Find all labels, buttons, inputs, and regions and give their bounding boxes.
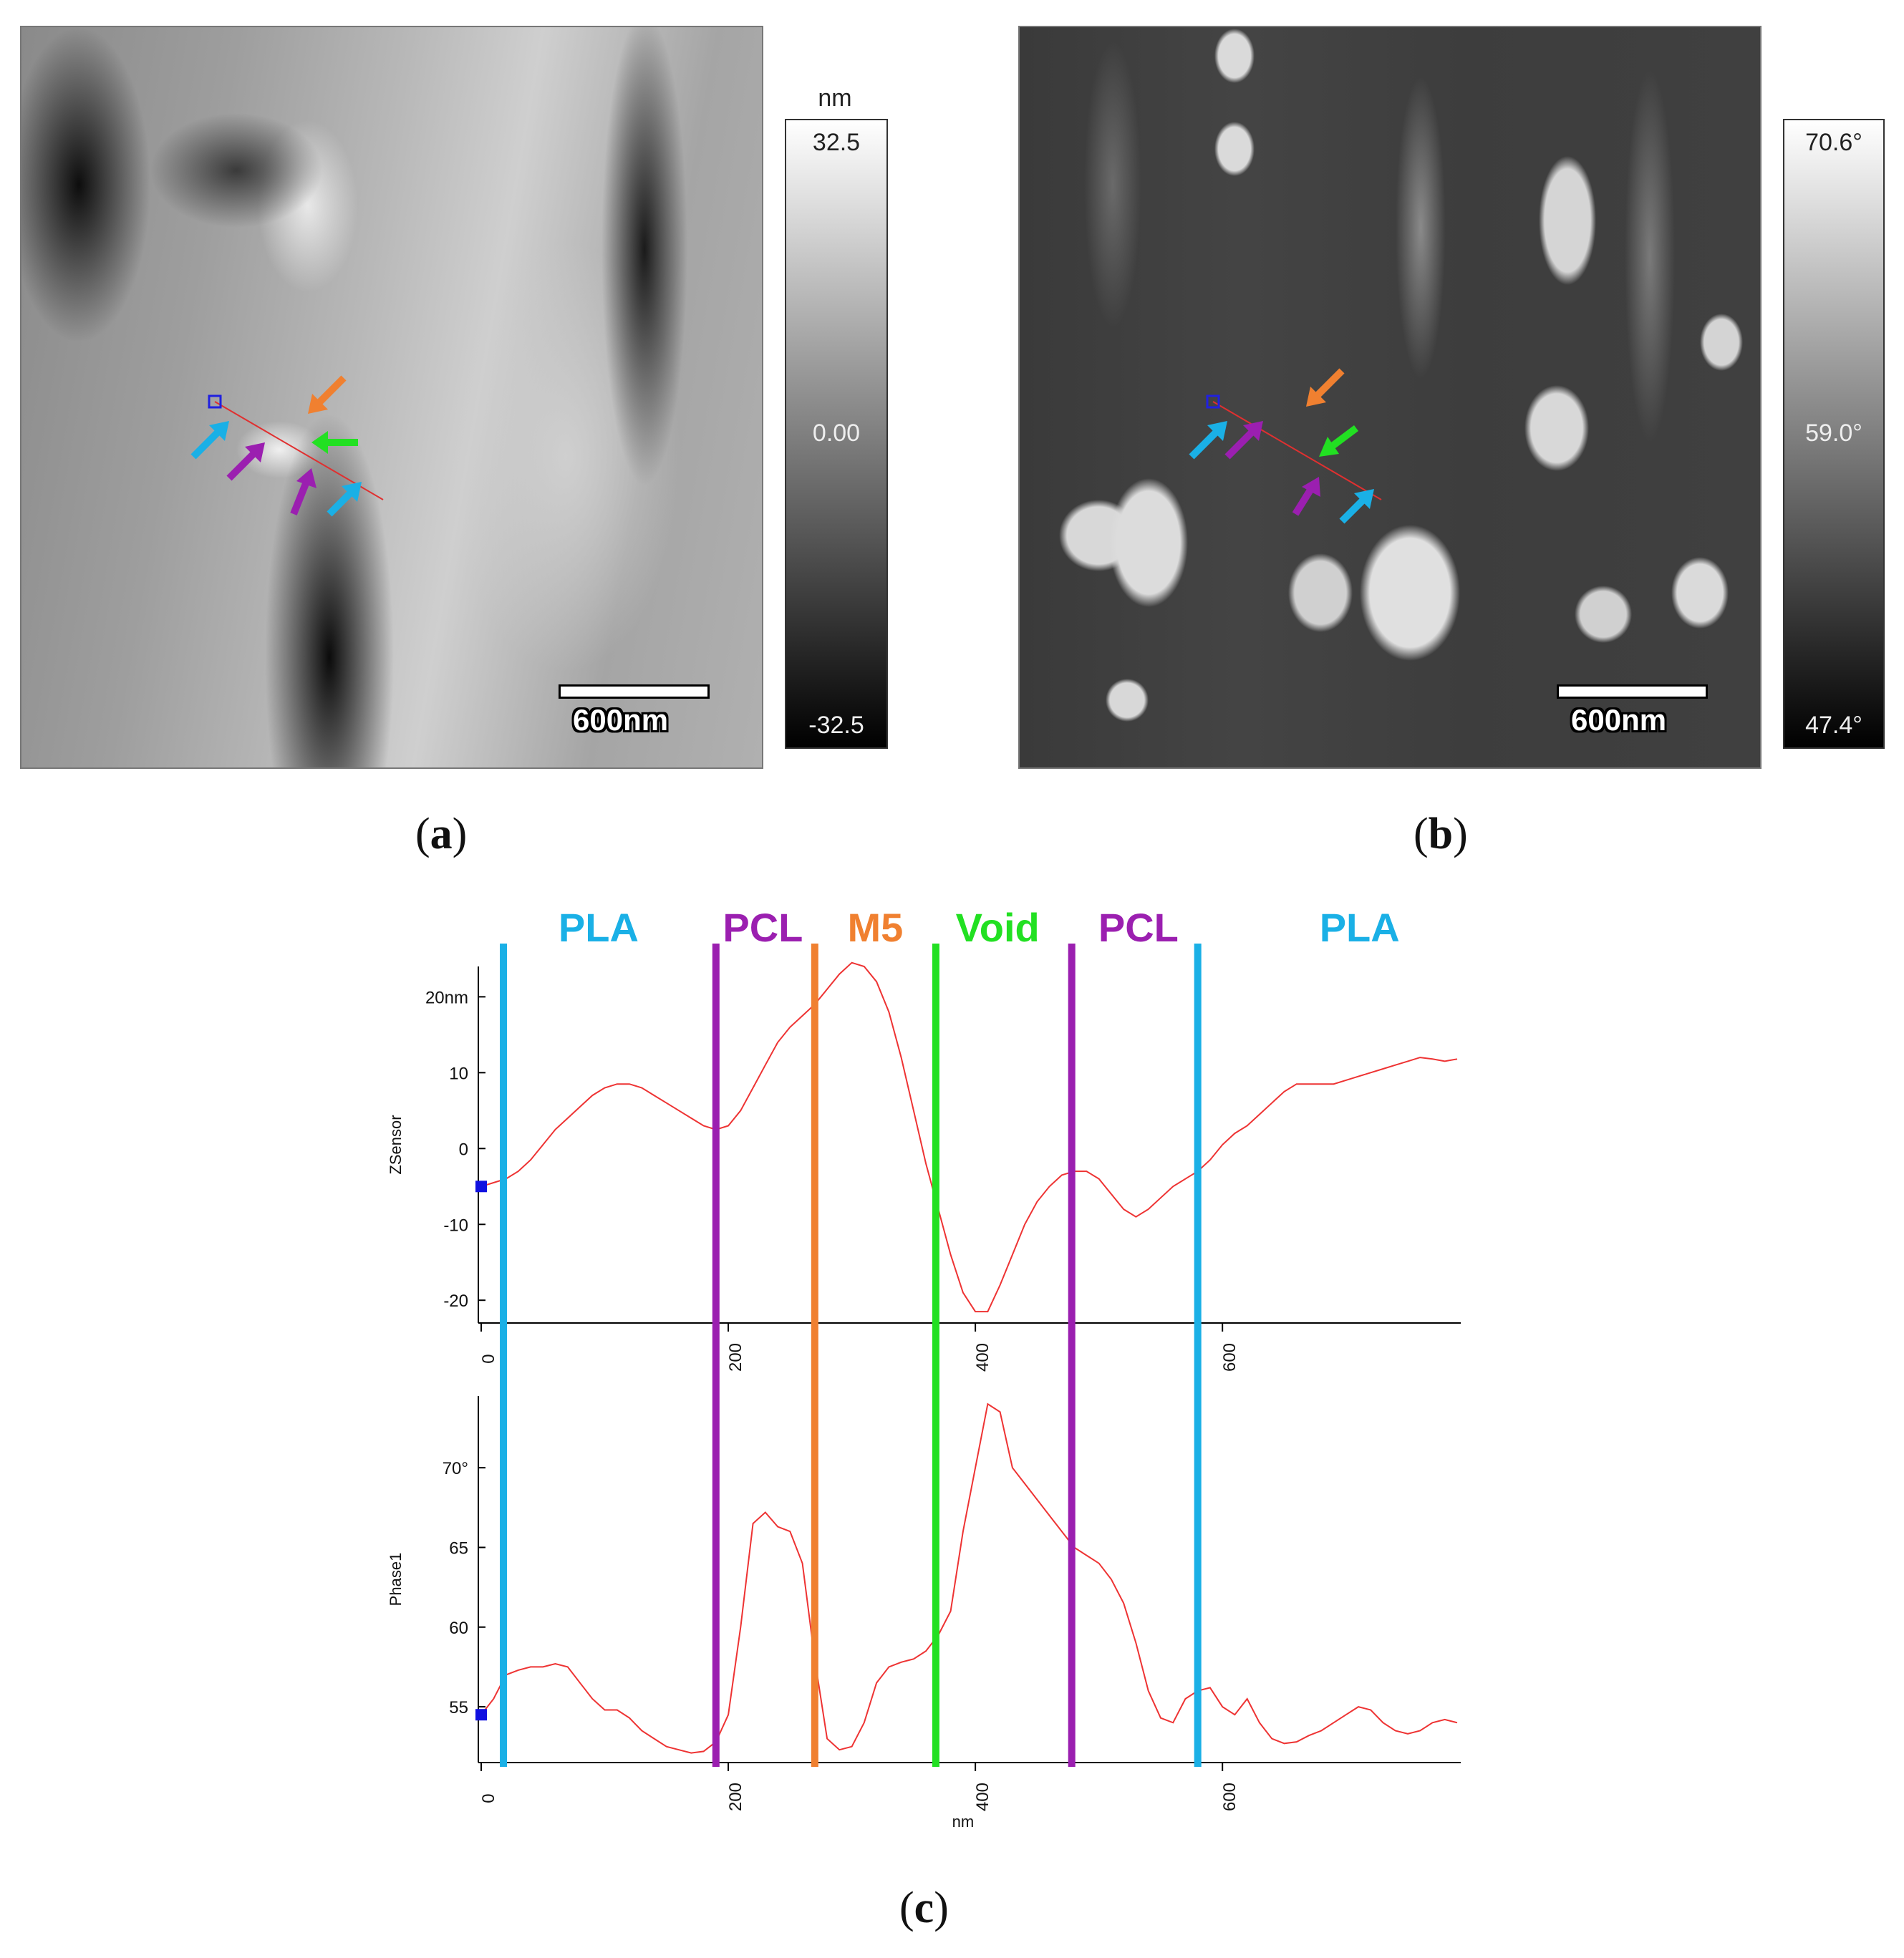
y-axis-title-0: ZSensor bbox=[387, 1115, 405, 1174]
height-colorbar: 32.5 0.00 -32.5 bbox=[785, 119, 888, 749]
pcl-arrow-2-icon bbox=[290, 468, 316, 515]
region-label-5: PLA bbox=[1320, 905, 1400, 950]
colorbar-top-label: 32.5 bbox=[812, 129, 861, 156]
x-tick-label-0-1: 200 bbox=[726, 1343, 745, 1372]
pla-arrow-2-icon-b bbox=[1339, 489, 1374, 524]
scale-bar-label: 600nm bbox=[573, 703, 669, 737]
region-label-3: Void bbox=[956, 905, 1040, 950]
x-tick-label-0-3: 600 bbox=[1220, 1343, 1239, 1372]
colorbar-top-label-b: 70.6° bbox=[1805, 129, 1862, 156]
y-tick-label-1-3: 70° bbox=[443, 1459, 468, 1478]
profile-start-marker-b bbox=[1206, 394, 1220, 409]
pla-arrow-2-icon bbox=[327, 482, 362, 517]
y-tick-label-1-2: 65 bbox=[449, 1538, 468, 1558]
pcl-arrow-icon-b bbox=[1224, 421, 1263, 460]
scale-bar-b bbox=[1557, 684, 1708, 699]
x-tick-label-1-0: 0 bbox=[479, 1793, 498, 1803]
x-tick-label-0-0: 0 bbox=[479, 1354, 498, 1363]
scale-bar bbox=[559, 684, 710, 699]
region-label-0: PLA bbox=[559, 905, 639, 950]
phase-colorbar: 70.6° 59.0° 47.4° bbox=[1783, 119, 1885, 749]
x-tick-label-1-1: 200 bbox=[726, 1783, 745, 1811]
pla-arrow-icon-b bbox=[1189, 421, 1227, 460]
phase-map-image: 600nm bbox=[1018, 26, 1762, 769]
y-tick-label-0-2: 0 bbox=[459, 1140, 468, 1159]
y-axis-title-1: Phase1 bbox=[387, 1553, 405, 1606]
caption-c: (c) bbox=[899, 1884, 949, 1932]
height-map-image: 600nm bbox=[20, 26, 763, 769]
region-label-4: PCL bbox=[1098, 905, 1179, 950]
y-tick-label-0-3: 10 bbox=[449, 1064, 468, 1083]
x-tick-label-1-2: 400 bbox=[973, 1783, 992, 1811]
profile-trace-1 bbox=[480, 1402, 1458, 1754]
void-arrow-icon bbox=[311, 431, 358, 454]
colorbar-bottom-label-b: 47.4° bbox=[1805, 712, 1862, 739]
colorbar-bottom-label: -32.5 bbox=[808, 712, 864, 739]
m5-arrow-icon-b bbox=[1306, 368, 1345, 407]
profile-start-marker bbox=[208, 394, 222, 409]
y-tick-label-0-4: 20nm bbox=[425, 988, 468, 1007]
region-label-2: M5 bbox=[847, 905, 903, 950]
scale-bar-label-b: 600nm bbox=[1571, 703, 1667, 737]
colorbar-unit: nm bbox=[818, 84, 852, 112]
y-tick-label-0-0: -20 bbox=[443, 1291, 468, 1311]
caption-a: (a) bbox=[415, 810, 468, 858]
x-tick-label-0-2: 400 bbox=[973, 1343, 992, 1372]
colorbar-mid-label-b: 59.0° bbox=[1805, 420, 1862, 447]
y-tick-label-1-0: 55 bbox=[449, 1698, 468, 1717]
colorbar-mid-label: 0.00 bbox=[812, 420, 861, 447]
caption-b: (b) bbox=[1413, 810, 1468, 858]
line-profile-overlay-b bbox=[1189, 368, 1382, 524]
y-tick-label-0-1: -10 bbox=[443, 1216, 468, 1235]
pcl-arrow-2-icon-b bbox=[1292, 477, 1320, 516]
m5-arrow-icon bbox=[308, 375, 347, 414]
x-axis-title: nm bbox=[952, 1813, 975, 1831]
profile-line-b bbox=[1212, 401, 1382, 500]
y-tick-label-1-1: 60 bbox=[449, 1619, 468, 1638]
profile-trace-0 bbox=[480, 961, 1458, 1313]
x-tick-label-1-3: 600 bbox=[1220, 1783, 1239, 1811]
void-arrow-icon-b bbox=[1319, 425, 1358, 457]
pcl-arrow-icon bbox=[226, 442, 265, 481]
trace-start-marker-1 bbox=[475, 1709, 487, 1721]
pla-arrow-icon bbox=[190, 421, 229, 460]
line-profile-overlay bbox=[190, 375, 384, 517]
trace-start-marker-0 bbox=[475, 1181, 487, 1193]
region-label-1: PCL bbox=[723, 905, 803, 950]
